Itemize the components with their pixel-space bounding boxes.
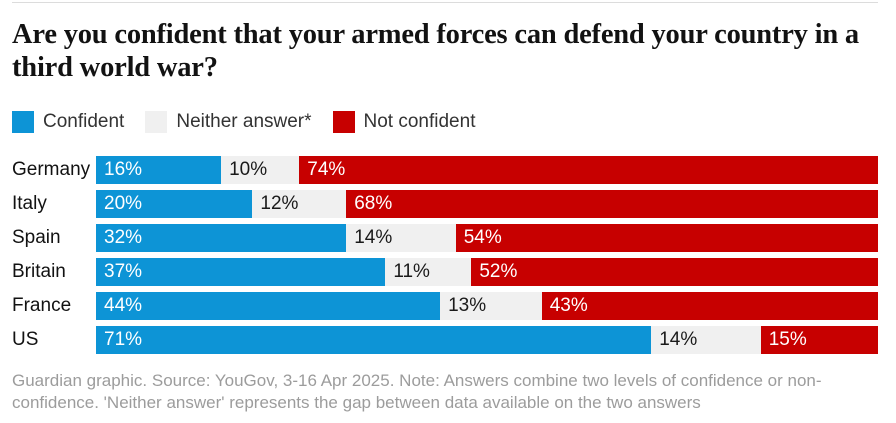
source-note: Guardian graphic. Source: YouGov, 3-16 A… bbox=[12, 370, 822, 413]
bar-track-germany: 16% 10% 74% bbox=[96, 155, 878, 184]
bar-segment-neither-answer-germany: 10% bbox=[221, 155, 300, 184]
chart-legend: Confident Neither answer* Not confident bbox=[12, 110, 884, 134]
bar-segment-confident-spain: 32% bbox=[96, 223, 347, 252]
bar-value-label: 37% bbox=[104, 260, 143, 282]
bar-value-label: 44% bbox=[104, 294, 143, 316]
bar-segment-confident-france: 44% bbox=[96, 291, 441, 320]
top-rule bbox=[12, 2, 878, 3]
bar-segment-not-confident-france: 43% bbox=[541, 291, 878, 320]
bar-track-spain: 32% 14% 54% bbox=[96, 223, 878, 252]
bar-track-us: 71% 14% 15% bbox=[96, 325, 878, 354]
bar-segment-neither-answer-britain: 11% bbox=[385, 257, 472, 286]
bar-segment-neither-answer-italy: 12% bbox=[252, 189, 347, 218]
legend-label-confident: Confident bbox=[43, 110, 125, 132]
legend-label-not-confident: Not confident bbox=[363, 110, 476, 132]
bar-segment-not-confident-britain: 52% bbox=[471, 257, 878, 286]
bar-segment-confident-italy: 20% bbox=[96, 189, 253, 218]
bar-value-label: 43% bbox=[549, 294, 588, 316]
bar-segment-not-confident-us: 15% bbox=[760, 325, 878, 354]
bar-value-label: 16% bbox=[104, 158, 143, 180]
category-label-us: US bbox=[12, 328, 39, 350]
bar-track-france: 44% 13% 43% bbox=[96, 291, 878, 320]
bar-track-italy: 20% 12% 68% bbox=[96, 189, 878, 218]
bar-value-label: 13% bbox=[448, 294, 487, 316]
bar-value-label: 14% bbox=[659, 328, 698, 350]
bar-segment-confident-germany: 16% bbox=[96, 155, 222, 184]
legend-label-neither-answer: Neither answer* bbox=[176, 110, 312, 132]
bar-row-us: US 71% 14% 15% bbox=[12, 325, 878, 354]
bar-value-label: 11% bbox=[393, 260, 430, 282]
bar-value-label: 12% bbox=[260, 192, 299, 214]
bar-value-label: 54% bbox=[463, 226, 502, 248]
bar-row-spain: Spain 32% 14% 54% bbox=[12, 223, 878, 252]
category-label-france: France bbox=[12, 294, 72, 316]
category-label-italy: Italy bbox=[12, 192, 47, 214]
category-label-germany: Germany bbox=[12, 158, 91, 180]
bar-track-britain: 37% 11% 52% bbox=[96, 257, 878, 286]
bar-segment-not-confident-germany: 74% bbox=[299, 155, 878, 184]
legend-item-neither-answer: Neither answer* bbox=[145, 110, 312, 133]
bar-row-germany: Germany 16% 10% 74% bbox=[12, 155, 878, 184]
bar-value-label: 20% bbox=[104, 192, 143, 214]
legend-item-confident: Confident bbox=[12, 110, 125, 133]
legend-item-not-confident: Not confident bbox=[332, 110, 476, 133]
bar-segment-neither-answer-france: 13% bbox=[440, 291, 542, 320]
bar-value-label: 15% bbox=[768, 328, 807, 350]
bar-row-britain: Britain 37% 11% 52% bbox=[12, 257, 878, 286]
bar-value-label: 32% bbox=[104, 226, 143, 248]
bar-segment-neither-answer-us: 14% bbox=[651, 325, 761, 354]
bar-segment-not-confident-spain: 54% bbox=[455, 223, 878, 252]
bar-value-label: 71% bbox=[104, 328, 143, 350]
bar-row-france: France 44% 13% 43% bbox=[12, 291, 878, 320]
bar-value-label: 52% bbox=[479, 260, 518, 282]
legend-swatch-confident bbox=[12, 110, 34, 133]
bar-value-label: 14% bbox=[354, 226, 393, 248]
bar-value-label: 10% bbox=[229, 158, 268, 180]
bar-segment-confident-us: 71% bbox=[96, 325, 652, 354]
bar-value-label: 68% bbox=[354, 192, 393, 214]
bar-row-italy: Italy 20% 12% 68% bbox=[12, 189, 878, 218]
bar-value-label: 74% bbox=[307, 158, 346, 180]
page-title: Are you confident that your armed forces… bbox=[12, 19, 859, 83]
bar-segment-not-confident-italy: 68% bbox=[346, 189, 878, 218]
bar-segment-neither-answer-spain: 14% bbox=[346, 223, 456, 252]
category-label-britain: Britain bbox=[12, 260, 66, 282]
legend-swatch-neither-answer bbox=[145, 110, 168, 133]
bar-segment-confident-britain: 37% bbox=[96, 257, 386, 286]
legend-swatch-not-confident bbox=[332, 110, 355, 133]
stacked-bar-chart: Germany 16% 10% 74% Italy 20% 12% 68% Spain 32% 14… bbox=[12, 155, 878, 354]
category-label-spain: Spain bbox=[12, 226, 61, 248]
